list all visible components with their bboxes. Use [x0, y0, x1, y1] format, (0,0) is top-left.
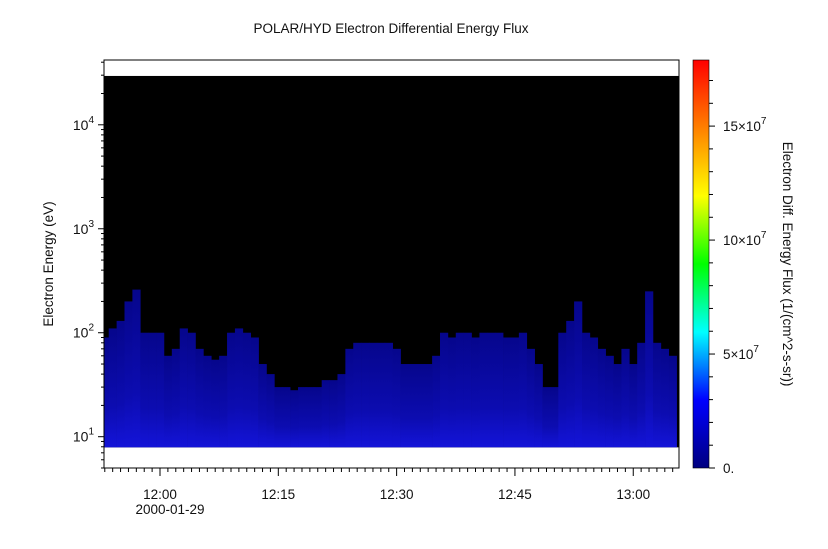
- flux-column: [227, 332, 236, 448]
- flux-column: [337, 374, 346, 448]
- flux-column: [660, 348, 670, 448]
- flux-column: [479, 332, 488, 448]
- flux-column: [605, 355, 614, 448]
- flux-column: [108, 328, 117, 448]
- flux-column: [140, 332, 149, 448]
- flux-column: [156, 332, 165, 448]
- plot-area: [104, 60, 679, 468]
- axes: 101 102 103 104 12:00 12:15 12:30 12:45 13:00: [73, 59, 680, 502]
- flux-column: [416, 364, 425, 448]
- flux-column: [510, 337, 520, 448]
- flux-column: [376, 342, 386, 448]
- flux-column: [566, 320, 575, 448]
- flux-column: [629, 364, 638, 448]
- flux-column: [104, 337, 110, 448]
- colorbar-tick-label: 5×107: [723, 344, 759, 362]
- flux-column: [250, 337, 259, 448]
- flux-column: [329, 380, 338, 448]
- flux-column: [637, 342, 646, 448]
- colorbar-tick-label: 15×107: [723, 116, 767, 134]
- flux-column: [589, 337, 599, 448]
- chart-title: POLAR/HYD Electron Differential Energy F…: [253, 21, 528, 36]
- flux-column: [163, 355, 173, 448]
- flux-column: [574, 301, 583, 448]
- flux-column: [234, 328, 244, 448]
- flux-column: [581, 332, 591, 448]
- colorbar-tick-label: 10×107: [723, 230, 767, 248]
- flux-column: [652, 342, 662, 448]
- flux-column: [353, 342, 362, 448]
- flux-column: [187, 332, 196, 448]
- flux-column: [195, 348, 204, 448]
- flux-column: [211, 359, 220, 448]
- x-tick-label: 12:00: [143, 487, 177, 502]
- flux-column: [298, 387, 307, 448]
- flux-column: [597, 348, 606, 448]
- flux-column: [550, 387, 559, 448]
- y-tick-label: 101: [73, 427, 95, 445]
- x-tick-label: 12:15: [261, 487, 295, 502]
- flux-column: [132, 289, 141, 448]
- flux-column: [447, 337, 457, 448]
- flux-column: [124, 301, 133, 448]
- flux-column: [471, 337, 480, 448]
- flux-column: [463, 332, 472, 448]
- flux-column: [440, 332, 449, 448]
- flux-column: [392, 348, 401, 448]
- flux-column: [668, 355, 677, 448]
- flux-column: [321, 380, 330, 448]
- y-tick-label: 104: [73, 115, 95, 133]
- flux-column: [116, 320, 125, 448]
- flux-column: [613, 364, 622, 448]
- flux-column: [645, 291, 654, 448]
- flux-column: [148, 332, 157, 448]
- flux-column: [400, 364, 409, 448]
- flux-column: [408, 364, 417, 448]
- flux-column: [495, 332, 504, 448]
- flux-column: [534, 364, 543, 448]
- y-axis-label: Electron Energy (eV): [41, 201, 56, 326]
- flux-column: [266, 374, 275, 448]
- flux-column: [219, 355, 228, 448]
- flux-column: [518, 332, 528, 448]
- flux-column: [242, 332, 252, 448]
- flux-column: [171, 348, 181, 448]
- flux-column: [503, 337, 512, 448]
- y-tick-label: 103: [73, 219, 95, 237]
- flux-column: [369, 342, 378, 448]
- flux-column: [274, 387, 283, 448]
- flux-column: [345, 348, 354, 448]
- date-label: 2000-01-29: [135, 502, 204, 517]
- flux-column: [621, 348, 630, 448]
- colorbar: 0. 5×107 10×107 15×107: [692, 59, 767, 476]
- flux-column: [542, 387, 551, 448]
- flux-column: [361, 342, 370, 448]
- flux-column: [384, 342, 393, 448]
- flux-column: [305, 387, 315, 448]
- flux-column: [432, 355, 441, 448]
- flux-column: [290, 390, 299, 448]
- flux-column: [424, 364, 433, 448]
- flux-column: [313, 387, 322, 448]
- flux-column: [203, 355, 212, 448]
- y-tick-label: 102: [73, 323, 95, 341]
- flux-column: [526, 348, 535, 448]
- x-tick-label: 12:45: [498, 487, 532, 502]
- colorbar-gradient: [692, 59, 710, 469]
- flux-column: [258, 364, 267, 448]
- x-tick-label: 12:30: [380, 487, 414, 502]
- colorbar-label: Electron Diff. Energy Flux (1/(cm^2-s-sr…: [780, 142, 795, 387]
- flux-column: [487, 332, 496, 448]
- flux-column: [282, 387, 291, 448]
- colorbar-tick-label: 0.: [723, 461, 734, 476]
- flux-column: [179, 328, 188, 448]
- x-tick-label: 13:00: [616, 487, 650, 502]
- flux-column: [558, 332, 567, 448]
- plot-frame: [103, 59, 680, 469]
- flux-column: [455, 332, 464, 448]
